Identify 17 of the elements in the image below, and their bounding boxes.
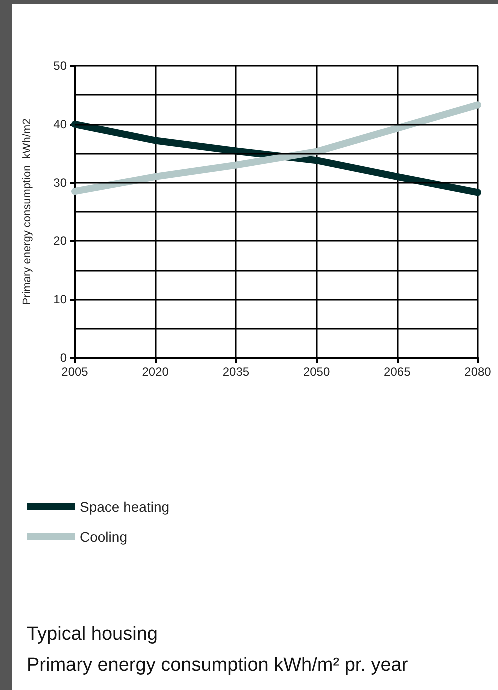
x-tick-label: 2050 bbox=[303, 365, 330, 379]
legend-label: Cooling bbox=[80, 529, 128, 545]
y-axis-title: Primary energy consumption kWh/m2 bbox=[22, 118, 34, 306]
y-tick-label: 30 bbox=[54, 176, 68, 190]
text: Typical housing bbox=[27, 624, 158, 645]
x-tick-label: 2005 bbox=[62, 365, 89, 379]
legend-label: Space heating bbox=[80, 499, 170, 515]
y-tick-label: 10 bbox=[54, 292, 68, 307]
x-tick-label: 2020 bbox=[142, 365, 170, 379]
x-tick-label: 2065 bbox=[384, 365, 412, 379]
y-tick-label: 0 bbox=[60, 351, 68, 365]
y-tick-label: 20 bbox=[54, 234, 68, 248]
y-tick-label: 50 bbox=[54, 59, 68, 73]
y-tick-label: 40 bbox=[54, 117, 68, 132]
x-tick-label: 2035 bbox=[222, 365, 250, 379]
text: Primary energy consumption kWh/m² pr. year bbox=[27, 655, 409, 676]
x-tick-label: 2080 bbox=[464, 365, 492, 379]
